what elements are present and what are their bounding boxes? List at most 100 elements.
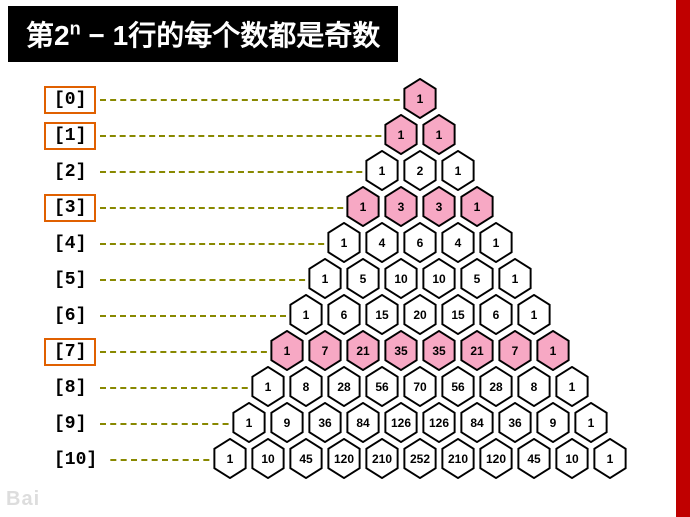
- hex-cell: 6: [478, 294, 514, 335]
- hex-cell: 1: [269, 330, 305, 371]
- hex-cell: 1: [307, 258, 343, 299]
- hex-value: 120: [326, 438, 362, 479]
- hex-value: 1: [592, 438, 628, 479]
- hex-cell: 1: [326, 222, 362, 263]
- hex-value: 210: [364, 438, 400, 479]
- hex-cell: 10: [554, 438, 590, 479]
- hex-cell: 1: [402, 78, 438, 119]
- hex-cell: 120: [478, 438, 514, 479]
- hex-value: 1: [516, 294, 552, 335]
- hex-cell: 1: [554, 366, 590, 407]
- hex-value: 126: [383, 402, 419, 443]
- hex-cell: 7: [307, 330, 343, 371]
- hex-cell: 56: [440, 366, 476, 407]
- hex-value: 36: [497, 402, 533, 443]
- row-label-3: [3]: [44, 194, 96, 222]
- hex-value: 70: [402, 366, 438, 407]
- hex-cell: 120: [326, 438, 362, 479]
- hex-cell: 126: [421, 402, 457, 443]
- leader-line: [100, 423, 249, 425]
- hex-cell: 20: [402, 294, 438, 335]
- hex-cell: 1: [459, 186, 495, 227]
- row-label-10: [10]: [44, 446, 107, 474]
- leader-line: [100, 387, 268, 389]
- hex-cell: 1: [573, 402, 609, 443]
- hex-value: 1: [326, 222, 362, 263]
- title-exp: n: [70, 19, 81, 39]
- hex-cell: 10: [383, 258, 419, 299]
- hex-cell: 15: [364, 294, 400, 335]
- row-label-8: [8]: [44, 374, 96, 402]
- hex-cell: 35: [383, 330, 419, 371]
- leader-line: [100, 99, 420, 101]
- hex-cell: 1: [592, 438, 628, 479]
- hex-value: 1: [459, 186, 495, 227]
- hex-value: 1: [554, 366, 590, 407]
- hex-cell: 21: [459, 330, 495, 371]
- hex-value: 45: [288, 438, 324, 479]
- hex-cell: 210: [364, 438, 400, 479]
- hex-value: 20: [402, 294, 438, 335]
- row-label-5: [5]: [44, 266, 96, 294]
- hex-cell: 35: [421, 330, 457, 371]
- hex-cell: 21: [345, 330, 381, 371]
- hex-value: 120: [478, 438, 514, 479]
- hex-value: 4: [364, 222, 400, 263]
- hex-value: 9: [535, 402, 571, 443]
- hex-value: 84: [345, 402, 381, 443]
- hex-cell: 15: [440, 294, 476, 335]
- hex-value: 1: [440, 150, 476, 191]
- hex-cell: 1: [345, 186, 381, 227]
- hex-cell: 9: [269, 402, 305, 443]
- hex-cell: 126: [383, 402, 419, 443]
- hex-value: 1: [535, 330, 571, 371]
- hex-cell: 1: [288, 294, 324, 335]
- hex-cell: 6: [326, 294, 362, 335]
- page-title: 第2n − 1行的每个数都是奇数: [8, 6, 398, 62]
- leader-line: [100, 207, 363, 209]
- hex-value: 56: [364, 366, 400, 407]
- hex-cell: 1: [383, 114, 419, 155]
- hex-value: 1: [421, 114, 457, 155]
- hex-cell: 1: [250, 366, 286, 407]
- watermark: Bai: [6, 488, 40, 511]
- leader-line: [100, 279, 325, 281]
- title-pre: 第: [26, 20, 54, 51]
- leader-line: [100, 171, 382, 173]
- hex-cell: 84: [459, 402, 495, 443]
- hex-value: 6: [402, 222, 438, 263]
- hex-value: 21: [459, 330, 495, 371]
- hex-value: 1: [573, 402, 609, 443]
- hex-cell: 1: [440, 150, 476, 191]
- hex-value: 1: [250, 366, 286, 407]
- hex-cell: 10: [250, 438, 286, 479]
- leader-line: [100, 243, 344, 245]
- hex-value: 10: [250, 438, 286, 479]
- hex-value: 252: [402, 438, 438, 479]
- hex-value: 10: [554, 438, 590, 479]
- hex-cell: 4: [440, 222, 476, 263]
- row-label-2: [2]: [44, 158, 96, 186]
- leader-line: [100, 351, 287, 353]
- hex-value: 1: [364, 150, 400, 191]
- hex-value: 5: [459, 258, 495, 299]
- hex-cell: 10: [421, 258, 457, 299]
- hex-cell: 28: [326, 366, 362, 407]
- hex-cell: 5: [345, 258, 381, 299]
- hex-cell: 8: [288, 366, 324, 407]
- hex-value: 35: [383, 330, 419, 371]
- hex-value: 8: [516, 366, 552, 407]
- hex-value: 10: [383, 258, 419, 299]
- hex-cell: 1: [231, 402, 267, 443]
- hex-cell: 28: [478, 366, 514, 407]
- hex-value: 1: [402, 78, 438, 119]
- hex-cell: 6: [402, 222, 438, 263]
- hex-cell: 1: [364, 150, 400, 191]
- title-base: 2: [54, 20, 70, 51]
- hex-cell: 1: [421, 114, 457, 155]
- hex-value: 3: [421, 186, 457, 227]
- hex-value: 2: [402, 150, 438, 191]
- hex-value: 8: [288, 366, 324, 407]
- row-label-9: [9]: [44, 410, 96, 438]
- hex-value: 36: [307, 402, 343, 443]
